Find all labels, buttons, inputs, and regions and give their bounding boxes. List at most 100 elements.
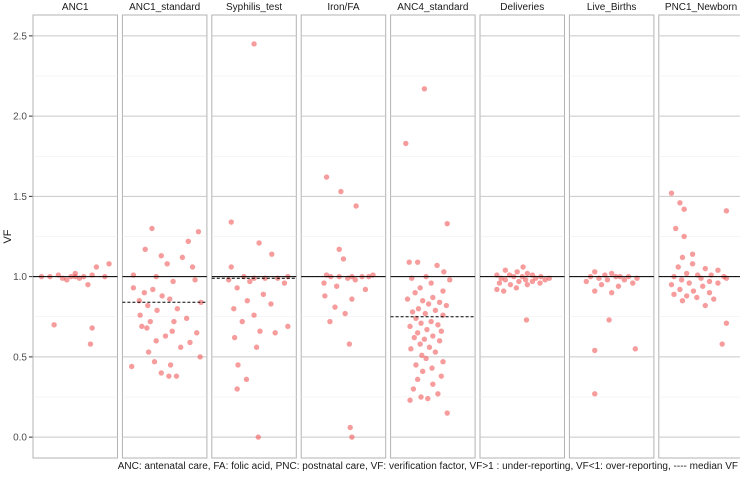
data-point <box>268 301 274 307</box>
data-point <box>428 318 434 325</box>
data-point <box>426 344 433 350</box>
panel-title: ANC1 <box>62 2 89 13</box>
data-point <box>502 277 509 283</box>
data-point <box>403 140 409 147</box>
data-point <box>153 338 159 344</box>
data-point <box>256 240 262 246</box>
data-point <box>592 391 598 397</box>
data-point <box>604 277 611 283</box>
data-point <box>234 386 240 392</box>
data-point <box>513 285 520 291</box>
data-point <box>251 312 257 318</box>
data-point <box>150 286 156 293</box>
y-tick-label: 1.5 <box>13 192 27 203</box>
data-point <box>142 246 148 253</box>
data-point <box>444 220 450 227</box>
data-point <box>417 285 423 291</box>
y-tick-label: 1.0 <box>13 272 27 283</box>
data-point <box>440 358 446 365</box>
data-point <box>151 358 158 365</box>
data-point <box>178 344 184 350</box>
data-point <box>438 328 444 334</box>
data-point <box>183 315 190 322</box>
data-point <box>523 317 530 323</box>
data-point <box>694 294 700 301</box>
data-point <box>187 339 193 346</box>
data-point <box>322 293 328 299</box>
panel-title: Live_Births <box>587 2 636 13</box>
data-point <box>255 434 261 440</box>
data-point <box>432 349 439 355</box>
data-point <box>145 302 151 309</box>
data-point <box>537 280 543 286</box>
data-point <box>430 333 436 339</box>
data-point <box>149 225 155 232</box>
chart-caption: ANC: antenatal care, FA: folic acid, PNC… <box>117 461 738 472</box>
data-point <box>144 325 150 331</box>
data-point <box>195 228 202 235</box>
data-point <box>608 289 615 296</box>
data-point <box>683 293 690 299</box>
data-point <box>421 86 428 92</box>
data-point <box>353 203 359 209</box>
data-point <box>440 288 446 294</box>
data-point <box>702 265 708 272</box>
data-point <box>681 233 687 240</box>
data-point <box>418 320 424 326</box>
data-point <box>85 281 91 288</box>
data-point <box>675 264 681 270</box>
data-point <box>542 277 548 283</box>
y-axis-label: VF <box>2 229 14 243</box>
data-point <box>198 299 204 306</box>
data-point <box>235 362 241 368</box>
data-point <box>327 318 333 325</box>
data-point <box>159 293 165 299</box>
y-tick-label: 0.5 <box>13 352 27 363</box>
panel-title: ANC4_standard <box>397 2 468 13</box>
data-point <box>167 362 174 368</box>
data-point <box>430 381 436 387</box>
data-point <box>137 312 143 318</box>
data-point <box>164 261 170 267</box>
data-point <box>514 269 520 275</box>
data-point <box>167 296 173 302</box>
data-point <box>260 291 267 297</box>
data-point <box>435 322 441 328</box>
data-point <box>434 262 440 269</box>
data-point <box>502 267 509 273</box>
data-point <box>128 363 135 370</box>
data-point <box>429 365 435 371</box>
data-point <box>281 280 288 286</box>
data-point <box>323 174 330 180</box>
data-point <box>668 281 675 288</box>
data-point <box>336 246 342 253</box>
data-point <box>679 298 686 304</box>
data-point <box>197 354 203 360</box>
data-point <box>592 288 598 294</box>
data-point <box>436 299 443 306</box>
data-point <box>407 323 413 330</box>
data-point <box>679 254 686 261</box>
data-point <box>251 41 257 47</box>
data-point <box>706 278 713 285</box>
data-point <box>686 280 692 286</box>
data-point <box>529 278 536 285</box>
data-point <box>411 334 417 341</box>
data-point <box>615 283 622 289</box>
data-point <box>583 278 589 285</box>
data-point <box>422 310 428 317</box>
data-point <box>130 285 137 291</box>
data-point <box>420 368 426 375</box>
data-point <box>332 304 338 310</box>
data-point <box>141 289 148 296</box>
data-point <box>106 261 112 267</box>
data-point <box>421 336 428 342</box>
data-point <box>414 376 421 383</box>
data-point <box>447 277 453 283</box>
data-point <box>496 280 503 286</box>
data-point <box>342 310 348 317</box>
data-point <box>690 288 697 294</box>
data-point <box>228 264 234 270</box>
data-point <box>408 346 414 352</box>
